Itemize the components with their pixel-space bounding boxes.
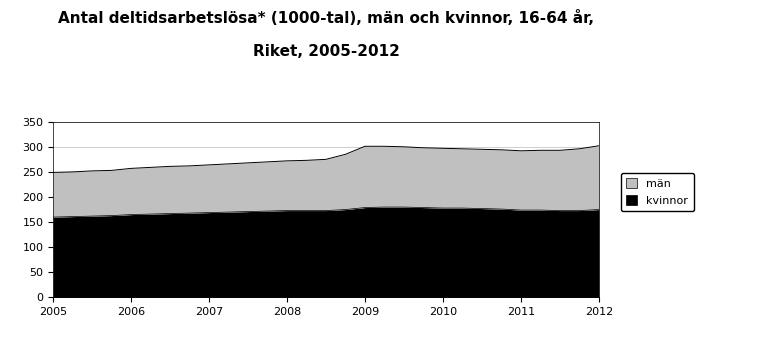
Legend: män, kvinnor: män, kvinnor xyxy=(621,173,694,211)
Text: Antal deltidsarbetslösa* (1000-tal), män och kvinnor, 16-64 år,: Antal deltidsarbetslösa* (1000-tal), män… xyxy=(58,10,594,26)
Text: Riket, 2005-2012: Riket, 2005-2012 xyxy=(252,44,399,59)
